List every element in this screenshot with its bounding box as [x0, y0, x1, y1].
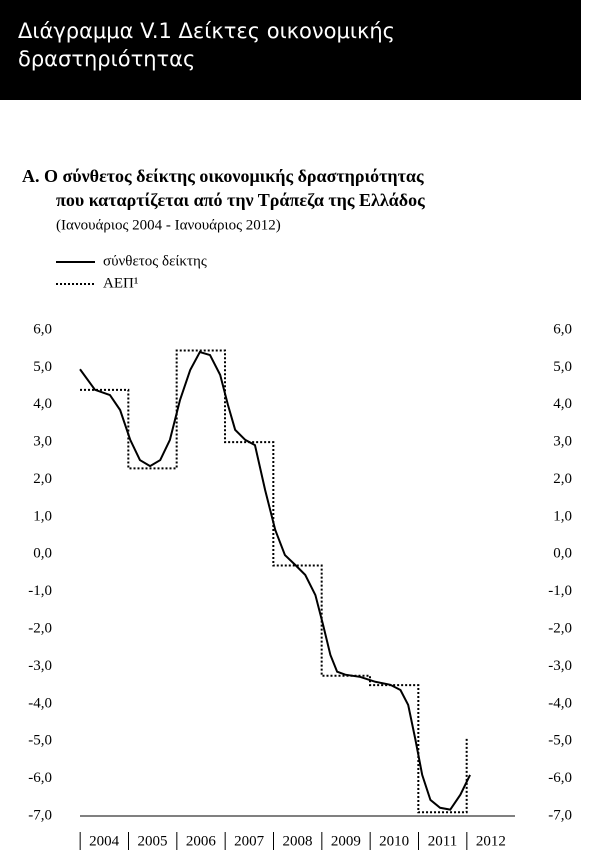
- y-tick-label: -6,0: [28, 770, 52, 786]
- chart-title: που καταρτίζεται από την Τράπεζα της Ελλ…: [56, 190, 425, 210]
- y-tick-label: -5,0: [28, 733, 52, 749]
- x-tick-label: 2007: [234, 833, 265, 849]
- y-tick-label: 0,0: [33, 546, 52, 562]
- header-band: [0, 0, 581, 100]
- y-tick-label: 4,0: [33, 396, 52, 412]
- y2-tick-label: 3,0: [553, 434, 572, 450]
- x-tick-label: 2009: [331, 833, 361, 849]
- x-tick-label: 2012: [476, 833, 506, 849]
- x-tick-label: 2005: [138, 833, 168, 849]
- y-tick-label: -1,0: [28, 583, 52, 599]
- chart-subtitle: (Ιανουάριος 2004 - Ιανουάριος 2012): [56, 217, 281, 233]
- y-tick-label: -3,0: [28, 658, 52, 674]
- y2-tick-label: -7,0: [548, 807, 572, 823]
- y2-tick-label: 6,0: [553, 321, 572, 337]
- x-tick-label: 2010: [379, 833, 409, 849]
- x-tick-label: 2011: [428, 833, 457, 849]
- y2-tick-label: -2,0: [548, 621, 572, 637]
- x-tick-label: 2004: [89, 833, 120, 849]
- index-line: [79, 350, 471, 811]
- y-tick-label: -7,0: [28, 807, 52, 823]
- gdp-step-line: [80, 349, 468, 814]
- x-tick-label: 2008: [283, 833, 313, 849]
- header-title: Διάγραμμα V.1 Δείκτες οικονομικής: [18, 19, 395, 43]
- y-tick-label: -2,0: [28, 621, 52, 637]
- y2-tick-label: -1,0: [548, 583, 572, 599]
- y-tick-label: 3,0: [33, 434, 52, 450]
- y-tick-label: -4,0: [28, 695, 52, 711]
- y2-tick-label: -6,0: [548, 770, 572, 786]
- legend-label: ΑΕΠ¹: [103, 275, 138, 291]
- y2-tick-label: -5,0: [548, 733, 572, 749]
- y-tick-label: 2,0: [33, 471, 52, 487]
- y2-tick-label: 5,0: [553, 359, 572, 375]
- y2-tick-label: 1,0: [553, 508, 572, 524]
- y-tick-label: 6,0: [33, 321, 52, 337]
- y2-tick-label: 2,0: [553, 471, 572, 487]
- y-tick-label: 5,0: [33, 359, 52, 375]
- header-title: δραστηριότητας: [18, 47, 195, 71]
- x-tick-label: 2006: [186, 833, 217, 849]
- chart-title: Α. Ο σύνθετος δείκτης οικονομικής δραστη…: [22, 166, 424, 186]
- y2-tick-label: 0,0: [553, 546, 572, 562]
- y2-tick-label: -4,0: [548, 695, 572, 711]
- y2-tick-label: -3,0: [548, 658, 572, 674]
- y2-tick-label: 4,0: [553, 396, 572, 412]
- y-tick-label: 1,0: [33, 508, 52, 524]
- legend-label: σύνθετος δείκτης: [103, 253, 207, 269]
